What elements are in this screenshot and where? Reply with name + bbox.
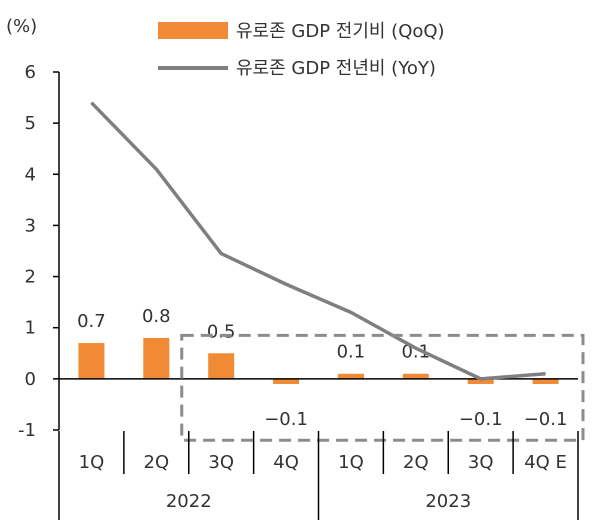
qoq-bar — [467, 378, 494, 384]
yoy-line — [90, 101, 546, 381]
line-series — [90, 101, 546, 381]
x-category-label: 4Q — [273, 452, 299, 473]
y-tick-label: 2 — [25, 267, 36, 288]
x-category-label: 3Q — [208, 452, 234, 473]
bar-series — [78, 337, 559, 384]
qoq-data-label: 0.5 — [207, 321, 236, 342]
x-category-label: 2Q — [403, 452, 429, 473]
y-tick-label: 4 — [25, 164, 36, 185]
qoq-bar — [532, 378, 559, 384]
highlight-dashed-box — [180, 333, 585, 442]
qoq-data-label: 0.1 — [337, 342, 366, 363]
y-tick-label: -1 — [18, 420, 36, 441]
qoq-data-label: −0.1 — [264, 409, 308, 430]
x-category-label: 2Q — [144, 452, 170, 473]
qoq-data-label: 0.8 — [142, 306, 171, 327]
qoq-bar — [402, 373, 429, 379]
y-tick-label: 6 — [25, 62, 36, 83]
qoq-data-label: −0.1 — [524, 409, 568, 430]
x-category-label: 1Q — [79, 452, 105, 473]
qoq-bar — [273, 378, 300, 384]
y-axis: -1 0 1 2 3 4 5 6 — [18, 62, 60, 441]
legend-line-label: 유로존 GDP 전년비 (YoY) — [236, 58, 436, 79]
qoq-bar — [143, 337, 170, 379]
legend-bar-swatch — [158, 22, 228, 39]
qoq-data-label: 0.7 — [77, 311, 106, 332]
x-year-label: 2022 — [166, 491, 212, 512]
x-category-label: 1Q — [338, 452, 364, 473]
legend: 유로존 GDP 전기비 (QoQ) 유로존 GDP 전년비 (YoY) — [158, 21, 445, 79]
x-category-label: 4Q E — [524, 452, 567, 473]
y-tick-label: 5 — [25, 113, 36, 134]
highlight-box — [180, 333, 585, 442]
qoq-bar — [337, 373, 364, 379]
x-year-label: 2023 — [425, 491, 471, 512]
qoq-bar — [208, 353, 235, 379]
qoq-bar — [78, 343, 105, 379]
qoq-data-label: −0.1 — [459, 409, 503, 430]
y-tick-label: 0 — [25, 369, 36, 390]
y-tick-label: 3 — [25, 215, 36, 236]
bar-data-labels: 0.7 0.8 0.5 −0.1 0.1 0.1 −0.1 −0.1 — [77, 306, 567, 430]
x-category-label: 3Q — [468, 452, 494, 473]
y-tick-label: 1 — [25, 318, 36, 339]
x-axis: 1Q 2Q 3Q 4Q 1Q 2Q 3Q 4Q E 2022 2023 — [58, 431, 579, 520]
y-unit-label: (%) — [6, 16, 37, 37]
legend-bar-label: 유로존 GDP 전기비 (QoQ) — [236, 21, 445, 42]
qoq-data-label: 0.1 — [401, 342, 430, 363]
